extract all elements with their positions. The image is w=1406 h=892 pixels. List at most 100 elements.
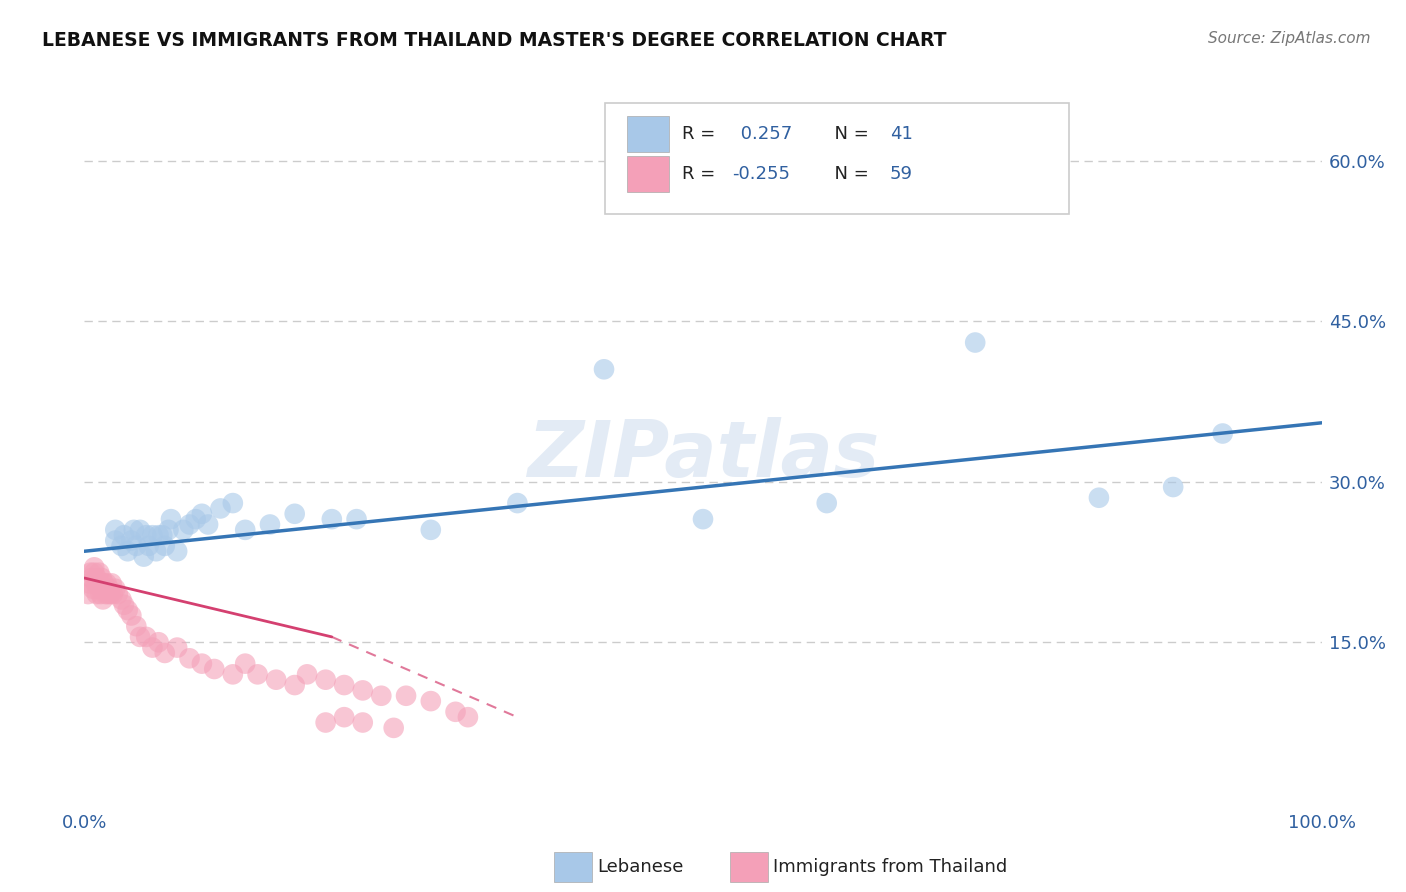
Point	[101, 587, 124, 601]
Point	[148, 528, 170, 542]
Point	[82, 582, 104, 596]
Point	[246, 667, 269, 681]
Point	[179, 517, 201, 532]
Point	[104, 582, 127, 596]
Point	[209, 501, 232, 516]
Point	[117, 544, 139, 558]
Point	[112, 528, 135, 542]
Point	[125, 619, 148, 633]
Point	[135, 630, 157, 644]
Point	[89, 587, 111, 601]
Point	[419, 523, 441, 537]
Text: Immigrants from Thailand: Immigrants from Thailand	[773, 858, 1008, 876]
Point	[346, 512, 368, 526]
Text: 41: 41	[890, 125, 912, 143]
Point	[86, 571, 108, 585]
Point	[419, 694, 441, 708]
Point	[77, 587, 100, 601]
Point	[166, 544, 188, 558]
Point	[692, 512, 714, 526]
Point	[104, 533, 127, 548]
Point	[97, 587, 120, 601]
Point	[153, 539, 176, 553]
Point	[815, 496, 838, 510]
Point	[197, 517, 219, 532]
Point	[315, 673, 337, 687]
Point	[145, 544, 167, 558]
Point	[87, 576, 110, 591]
Point	[444, 705, 467, 719]
Point	[179, 651, 201, 665]
Point	[89, 582, 111, 596]
Text: R =: R =	[682, 165, 721, 183]
Point	[94, 587, 117, 601]
Point	[395, 689, 418, 703]
Point	[98, 587, 121, 601]
Point	[172, 523, 194, 537]
Point	[122, 523, 145, 537]
Point	[129, 630, 152, 644]
Point	[132, 549, 155, 564]
Point	[333, 678, 356, 692]
Point	[593, 362, 616, 376]
Text: R =: R =	[682, 125, 721, 143]
Point	[191, 657, 214, 671]
Point	[1161, 480, 1184, 494]
Point	[191, 507, 214, 521]
Point	[157, 523, 180, 537]
Point	[222, 496, 245, 510]
Point	[382, 721, 405, 735]
Point	[264, 673, 287, 687]
Point	[284, 507, 307, 521]
Point	[457, 710, 479, 724]
Point	[148, 635, 170, 649]
Point	[112, 598, 135, 612]
Point	[202, 662, 225, 676]
Point	[104, 523, 127, 537]
Point	[222, 667, 245, 681]
Point	[233, 523, 256, 537]
Point	[93, 576, 115, 591]
Point	[117, 603, 139, 617]
Point	[315, 715, 337, 730]
Point	[965, 335, 987, 350]
Point	[259, 517, 281, 532]
Point	[284, 678, 307, 692]
Point	[352, 683, 374, 698]
Point	[141, 528, 163, 542]
Point	[91, 592, 114, 607]
Point	[184, 512, 207, 526]
Point	[83, 566, 105, 580]
Point	[135, 528, 157, 542]
Text: -0.255: -0.255	[733, 165, 790, 183]
Point	[1212, 426, 1234, 441]
Point	[233, 657, 256, 671]
Point	[120, 533, 142, 548]
Point	[150, 528, 173, 542]
Text: Source: ZipAtlas.com: Source: ZipAtlas.com	[1208, 31, 1371, 46]
Text: LEBANESE VS IMMIGRANTS FROM THAILAND MASTER'S DEGREE CORRELATION CHART: LEBANESE VS IMMIGRANTS FROM THAILAND MAS…	[42, 31, 946, 50]
Point	[138, 539, 160, 553]
Point	[506, 496, 529, 510]
Point	[1088, 491, 1111, 505]
Point	[86, 587, 108, 601]
Point	[295, 667, 318, 681]
Point	[370, 689, 392, 703]
Point	[79, 576, 101, 591]
Point	[84, 576, 107, 591]
Point	[96, 576, 118, 591]
Point	[83, 560, 105, 574]
Point	[91, 582, 114, 596]
Point	[333, 710, 356, 724]
Point	[321, 512, 343, 526]
Point	[141, 640, 163, 655]
Point	[166, 640, 188, 655]
Point	[352, 715, 374, 730]
Point	[153, 646, 176, 660]
Point	[110, 539, 132, 553]
Text: Lebanese: Lebanese	[598, 858, 683, 876]
Text: N =: N =	[823, 165, 875, 183]
Point	[100, 576, 122, 591]
Point	[80, 571, 103, 585]
Point	[107, 587, 129, 601]
